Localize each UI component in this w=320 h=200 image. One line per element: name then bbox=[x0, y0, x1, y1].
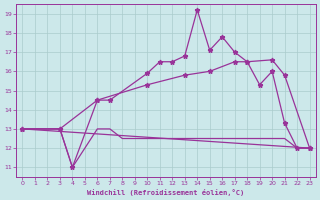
X-axis label: Windchill (Refroidissement éolien,°C): Windchill (Refroidissement éolien,°C) bbox=[87, 189, 245, 196]
